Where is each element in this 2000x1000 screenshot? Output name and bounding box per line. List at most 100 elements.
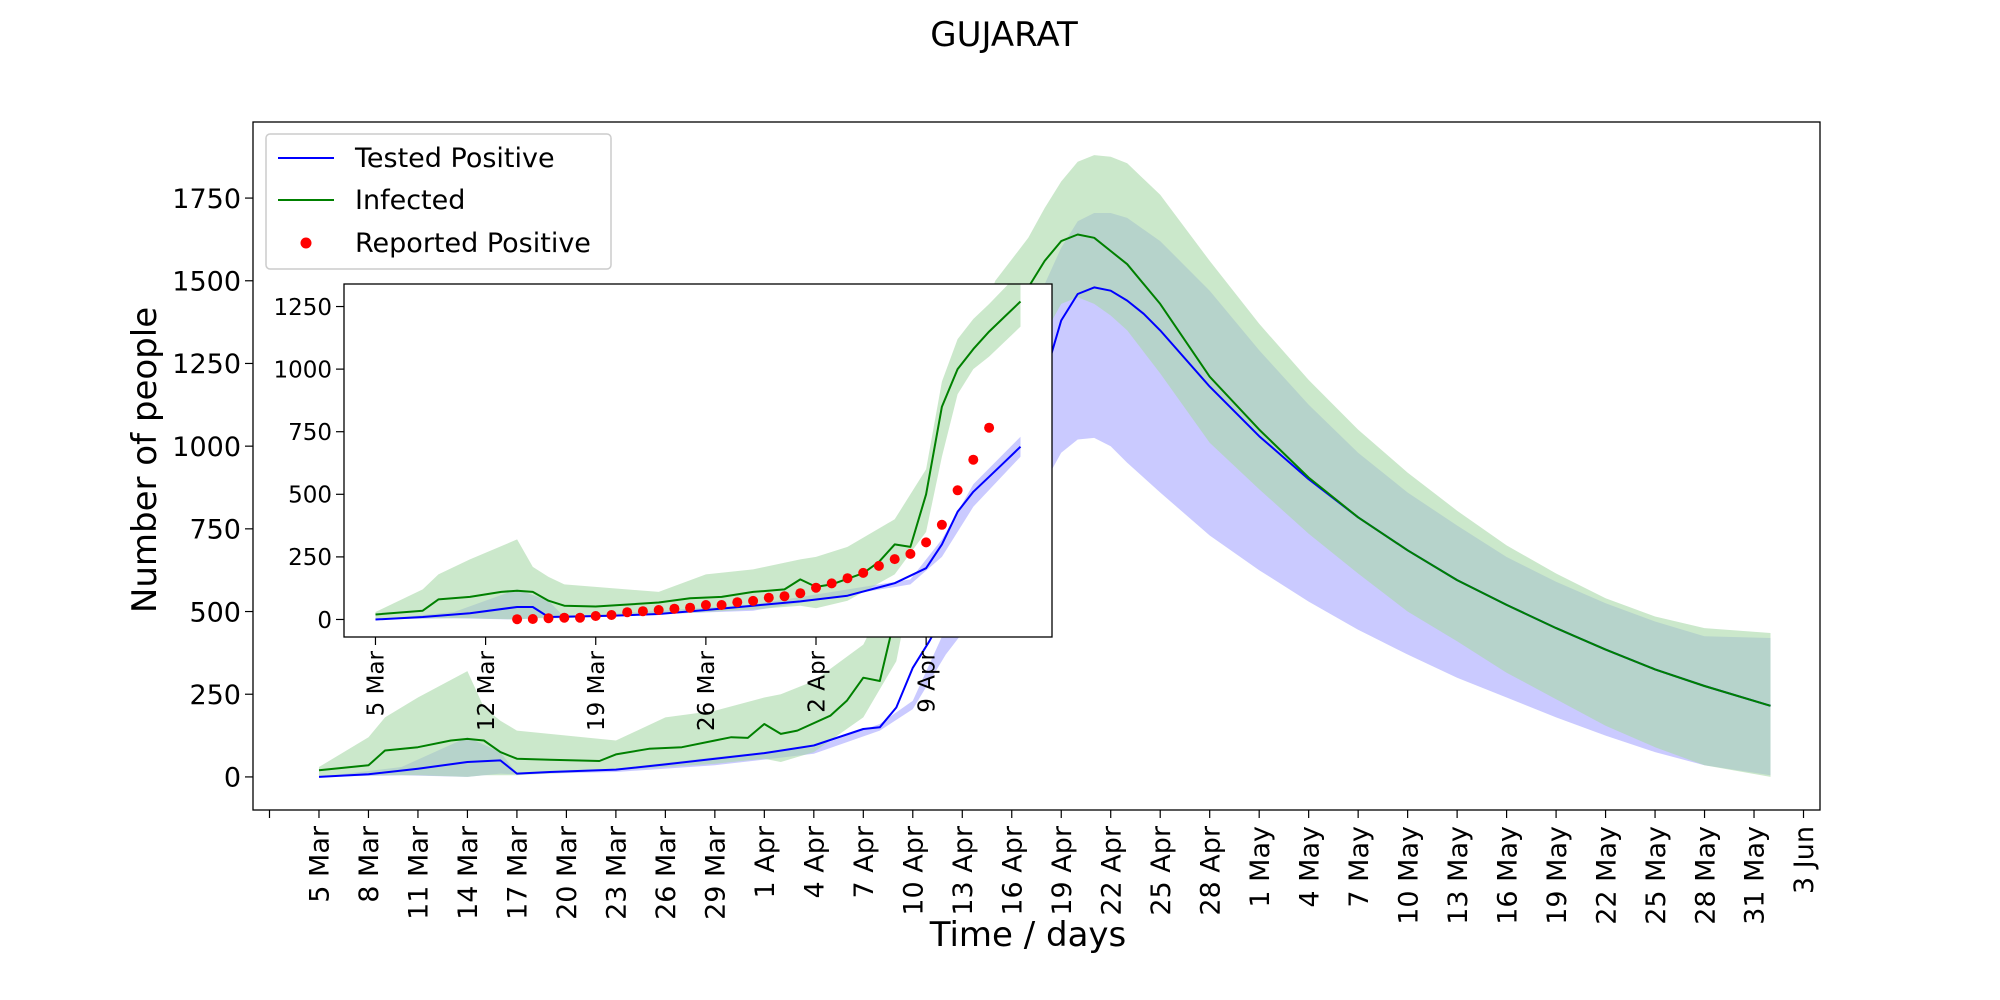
main-x-tick-label: 8 Mar	[354, 825, 385, 903]
main-x-tick-label: 31 May	[1740, 826, 1771, 925]
y-axis-label: Number of people	[125, 307, 165, 613]
main-band-tested-positive	[319, 213, 1771, 777]
main-x-tick-label: 29 Mar	[701, 825, 732, 920]
main-x-tick-label: 22 Apr	[1096, 825, 1127, 916]
inset-reported-point	[968, 454, 979, 465]
inset-reported-point	[716, 600, 727, 610]
inset-reported-point	[905, 548, 916, 559]
main-x-tick-label: 25 Apr	[1146, 825, 1177, 916]
inset-y-tick-label: 1250	[273, 295, 332, 321]
inset-reported-point	[669, 603, 680, 614]
legend: Tested Positive Infected Reported Positi…	[265, 133, 612, 270]
inset-reported-point	[858, 567, 869, 578]
inset-reported-point	[590, 611, 601, 621]
inset-x-tick-label: 5 Mar	[364, 650, 390, 716]
inset-chart: 0 250 500 750 1000 1250 5 Mar 12 Mar 19 Mar 26 Ma…	[273, 283, 1053, 731]
inset-reported-point	[826, 578, 837, 589]
main-x-tick-label: 14 Mar	[453, 825, 484, 920]
inset-y-tick-label: 250	[288, 545, 332, 571]
main-y-tick-label: 0	[224, 763, 241, 794]
main-x-tick-label: 10 May	[1393, 826, 1424, 925]
legend-box	[265, 133, 612, 270]
inset-y-tick-label: 1000	[273, 357, 332, 383]
inset-reported-point	[873, 560, 884, 571]
main-x-tick-label: 3 Jun	[1789, 826, 1820, 894]
inset-reported-point	[748, 595, 759, 606]
inset-x-tick-label: 9 Apr	[914, 650, 940, 712]
inset-reported-point	[637, 606, 648, 617]
main-x-tick-label: 4 Apr	[800, 825, 831, 898]
inset-reported-point	[936, 519, 947, 530]
inset-x-tick-label: 26 Mar	[694, 650, 720, 731]
inset-band-infected	[375, 284, 1021, 620]
inset-reported-point	[685, 602, 696, 613]
inset-reported-point	[811, 582, 821, 593]
main-x-tick-label: 4 May	[1294, 826, 1325, 908]
inset-reported-point	[984, 422, 995, 433]
inset-reported-point	[952, 485, 963, 496]
inset-x-tick-label: 19 Mar	[584, 650, 610, 731]
main-y-tick-label: 1500	[172, 266, 241, 297]
main-x-tick-label: 16 Apr	[998, 825, 1029, 916]
main-x-tick-label: 7 May	[1344, 826, 1375, 908]
inset-reported-point	[512, 614, 523, 625]
inset-reported-point	[653, 605, 664, 615]
legend-label-reported-positive: Reported Positive	[355, 228, 591, 259]
main-x-tick-label: 25 May	[1641, 826, 1672, 925]
main-x-tick-label: 19 Apr	[1047, 825, 1078, 916]
main-x-tick-label: 16 May	[1492, 826, 1523, 925]
inset-reported-point	[763, 592, 774, 603]
main-x-tick-label: 10 Apr	[899, 825, 930, 916]
x-axis-label: Time / days	[929, 915, 1127, 955]
main-x-tick-label: 11 Mar	[404, 825, 435, 920]
main-x-tick-label: 13 Apr	[948, 825, 979, 916]
main-x-tick-label: 1 Apr	[750, 825, 781, 898]
main-x-tick-label: 5 Mar	[305, 825, 336, 903]
inset-plot-frame	[343, 283, 1053, 638]
legend-swatch-reported-positive	[300, 237, 312, 249]
inset-reported-point	[889, 554, 900, 565]
inset-reported-point	[921, 537, 932, 548]
inset-reported-point	[543, 613, 554, 624]
main-y-tick-label: 250	[189, 680, 241, 711]
inset-reported-point	[575, 612, 585, 623]
inset-line-tested-positive	[375, 445, 1022, 621]
inset-reported-point	[700, 600, 711, 610]
main-y-tick-label: 1250	[172, 349, 241, 380]
legend-label-tested-positive: Tested Positive	[354, 143, 555, 174]
inset-y-tick-label: 750	[288, 420, 332, 446]
main-plot-frame	[252, 121, 1821, 811]
main-x-tick-label: 17 Mar	[503, 825, 534, 920]
inset-y-tick-label: 500	[288, 483, 332, 509]
inset-x-tick-label: 12 Mar	[474, 650, 500, 731]
inset-reported-point	[779, 591, 790, 602]
main-y-tick-label: 500	[189, 597, 241, 628]
inset-reported-point	[842, 573, 853, 584]
inset-line-infected	[375, 300, 1022, 616]
inset-reported-point	[732, 597, 743, 608]
inset-reported-point	[795, 588, 806, 599]
inset-reported-point	[606, 610, 617, 620]
inset-reported-point	[622, 607, 633, 618]
inset-y-tick-label: 0	[317, 608, 332, 634]
main-x-tick-label: 26 Mar	[651, 825, 682, 920]
inset-plot-area	[375, 284, 1022, 625]
main-x-tick-label: 22 May	[1591, 826, 1622, 925]
main-x-tick-label: 20 Mar	[552, 825, 583, 920]
main-x-tick-label: 23 Mar	[602, 825, 633, 920]
inset-x-tick-label: 2 Apr	[804, 650, 830, 712]
main-y-tick-label: 1000	[172, 432, 241, 463]
main-x-tick-label: 1 May	[1245, 826, 1276, 908]
main-x-tick-label: 13 May	[1443, 826, 1474, 925]
main-x-tick-label: 28 Apr	[1195, 825, 1226, 916]
main-x-tick-label: 7 Apr	[849, 825, 880, 898]
main-band-infected	[319, 155, 1771, 777]
main-x-tick-label: 19 May	[1542, 826, 1573, 925]
chart-title: GUJARAT	[930, 15, 1078, 55]
main-x-tick-label: 28 May	[1690, 826, 1721, 925]
inset-reported-point	[527, 614, 538, 624]
legend-label-infected: Infected	[355, 185, 465, 216]
main-y-tick-label: 1750	[172, 184, 241, 215]
inset-reported-point	[559, 612, 570, 623]
